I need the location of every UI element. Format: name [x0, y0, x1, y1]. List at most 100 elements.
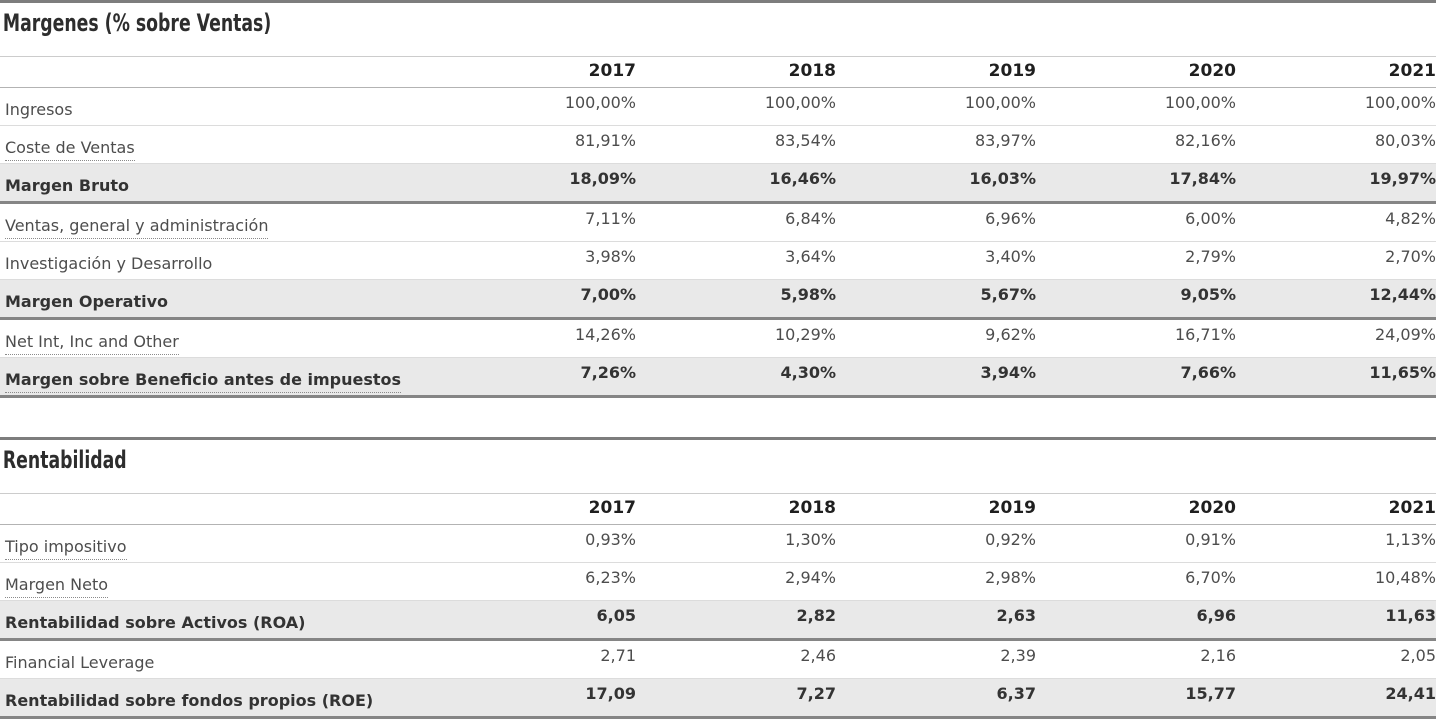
value-cell: 3,40% — [836, 241, 1036, 280]
value-cell: 4,30% — [636, 357, 836, 398]
value-cell: 5,98% — [636, 279, 836, 320]
row-label-text: Ingresos — [5, 100, 73, 119]
value-cell: 17,09 — [436, 678, 636, 719]
row-label-cell: Tipo impositivo — [0, 524, 436, 563]
value-cell: 100,00% — [636, 87, 836, 126]
value-cell: 6,00% — [1036, 202, 1236, 242]
value-cell: 16,71% — [1036, 318, 1236, 358]
row-label-text: Rentabilidad sobre Activos (ROA) — [5, 613, 306, 632]
value-cell: 3,64% — [636, 241, 836, 280]
tooltip-term[interactable]: Margen Neto — [5, 575, 109, 598]
row-label-text: Margen Operativo — [5, 292, 169, 311]
year-column-header: 2017 — [436, 56, 636, 88]
year-column-header: 2019 — [836, 493, 1036, 525]
value-cell: 100,00% — [436, 87, 636, 126]
table-row: Tipo impositivo 0,93% 1,30% 0,92% 0,91% 1,13% — [0, 524, 1436, 563]
value-cell: 7,66% — [1036, 357, 1236, 398]
tooltip-term[interactable]: Margen sobre Beneficio antes de impuesto… — [5, 370, 402, 393]
value-cell: 81,91% — [436, 125, 636, 164]
value-cell: 82,16% — [1036, 125, 1236, 164]
tooltip-term[interactable]: Tipo impositivo — [5, 537, 127, 560]
table-row: Rentabilidad sobre Activos (ROA) 6,05 2,82… — [0, 600, 1436, 641]
value-cell: 5,67% — [836, 279, 1036, 320]
value-cell: 6,70% — [1036, 562, 1236, 601]
value-cell: 19,97% — [1236, 163, 1436, 204]
value-cell: 6,05 — [436, 600, 636, 641]
year-column-header: 2018 — [636, 493, 836, 525]
section-title: Rentabilidad — [2, 446, 127, 474]
row-label-cell: Ventas, general y administración — [0, 202, 436, 242]
value-cell: 16,46% — [636, 163, 836, 204]
value-cell: 15,77 — [1036, 678, 1236, 719]
year-column-header: 2020 — [1036, 493, 1236, 525]
value-cell: 0,93% — [436, 524, 636, 563]
value-cell: 2,16 — [1036, 639, 1236, 679]
value-cell: 83,54% — [636, 125, 836, 164]
table-row: Ingresos 100,00% 100,00% 100,00% 100,00% 100,… — [0, 87, 1436, 126]
value-cell: 24,09% — [1236, 318, 1436, 358]
table-row: Margen Operativo 7,00% 5,98% 5,67% 9,05% 12,4… — [0, 279, 1436, 320]
margins-section: Margenes (% sobre Ventas) 2017 2018 2019 20… — [0, 0, 1436, 398]
value-cell: 11,63 — [1236, 600, 1436, 641]
section-title: Margenes (% sobre Ventas) — [2, 9, 272, 37]
value-cell: 2,79% — [1036, 241, 1236, 280]
year-column-header: 2018 — [636, 56, 836, 88]
row-label-cell: Ingresos — [0, 87, 436, 126]
section-top-divider — [0, 437, 1436, 440]
row-label-cell: Coste de Ventas — [0, 125, 436, 164]
row-label-cell: Rentabilidad sobre fondos propios (ROE) — [0, 678, 436, 719]
row-label-cell: Margen Neto — [0, 562, 436, 601]
year-column-header: 2021 — [1236, 56, 1436, 88]
value-cell: 12,44% — [1236, 279, 1436, 320]
table-row: Margen sobre Beneficio antes de impuesto… — [0, 357, 1436, 398]
row-label-cell: Margen Operativo — [0, 279, 436, 320]
value-cell: 7,11% — [436, 202, 636, 242]
table-header-row: 2017 2018 2019 2020 2021 — [0, 56, 1436, 88]
value-cell: 0,92% — [836, 524, 1036, 563]
value-cell: 3,94% — [836, 357, 1036, 398]
value-cell: 16,03% — [836, 163, 1036, 204]
row-label-cell: Financial Leverage — [0, 639, 436, 679]
value-cell: 6,84% — [636, 202, 836, 242]
value-cell: 100,00% — [1236, 87, 1436, 126]
table-row: Margen Bruto 18,09% 16,46% 16,03% 17,84% 19,9… — [0, 163, 1436, 204]
year-column-header: 2020 — [1036, 56, 1236, 88]
table-row: Coste de Ventas 81,91% 83,54% 83,97% 82,16% 8… — [0, 125, 1436, 164]
table-row: Net Int, Inc and Other 14,26% 10,29% 9,62% 1… — [0, 318, 1436, 358]
value-cell: 2,71 — [436, 639, 636, 679]
row-label-text: Margen Bruto — [5, 176, 129, 195]
value-cell: 1,13% — [1236, 524, 1436, 563]
year-column-header: 2021 — [1236, 493, 1436, 525]
value-cell: 17,84% — [1036, 163, 1236, 204]
value-cell: 1,30% — [636, 524, 836, 563]
value-cell: 100,00% — [836, 87, 1036, 126]
value-cell: 2,05 — [1236, 639, 1436, 679]
value-cell: 83,97% — [836, 125, 1036, 164]
table-row: Investigación y Desarrollo 3,98% 3,64% 3,40… — [0, 241, 1436, 280]
value-cell: 3,98% — [436, 241, 636, 280]
value-cell: 2,39 — [836, 639, 1036, 679]
profitability-section: Rentabilidad 2017 2018 2019 2020 2021 Tipo i… — [0, 437, 1436, 719]
value-cell: 7,26% — [436, 357, 636, 398]
value-cell: 6,96% — [836, 202, 1036, 242]
value-cell: 4,82% — [1236, 202, 1436, 242]
value-cell: 2,63 — [836, 600, 1036, 641]
value-cell: 9,62% — [836, 318, 1036, 358]
tooltip-term[interactable]: Net Int, Inc and Other — [5, 332, 179, 355]
value-cell: 6,23% — [436, 562, 636, 601]
empty-header-cell — [0, 56, 436, 88]
tooltip-term[interactable]: Coste de Ventas — [5, 138, 135, 161]
value-cell: 2,98% — [836, 562, 1036, 601]
year-column-header: 2017 — [436, 493, 636, 525]
value-cell: 18,09% — [436, 163, 636, 204]
table-row: Financial Leverage 2,71 2,46 2,39 2,16 2,05 — [0, 639, 1436, 679]
value-cell: 11,65% — [1236, 357, 1436, 398]
value-cell: 2,46 — [636, 639, 836, 679]
profitability-table: 2017 2018 2019 2020 2021 Tipo impositivo 0,93… — [0, 493, 1436, 719]
table-row: Ventas, general y administración 7,11% 6,8… — [0, 202, 1436, 242]
value-cell: 10,29% — [636, 318, 836, 358]
value-cell: 7,00% — [436, 279, 636, 320]
tooltip-term[interactable]: Ventas, general y administración — [5, 216, 269, 239]
section-top-divider — [0, 0, 1436, 3]
